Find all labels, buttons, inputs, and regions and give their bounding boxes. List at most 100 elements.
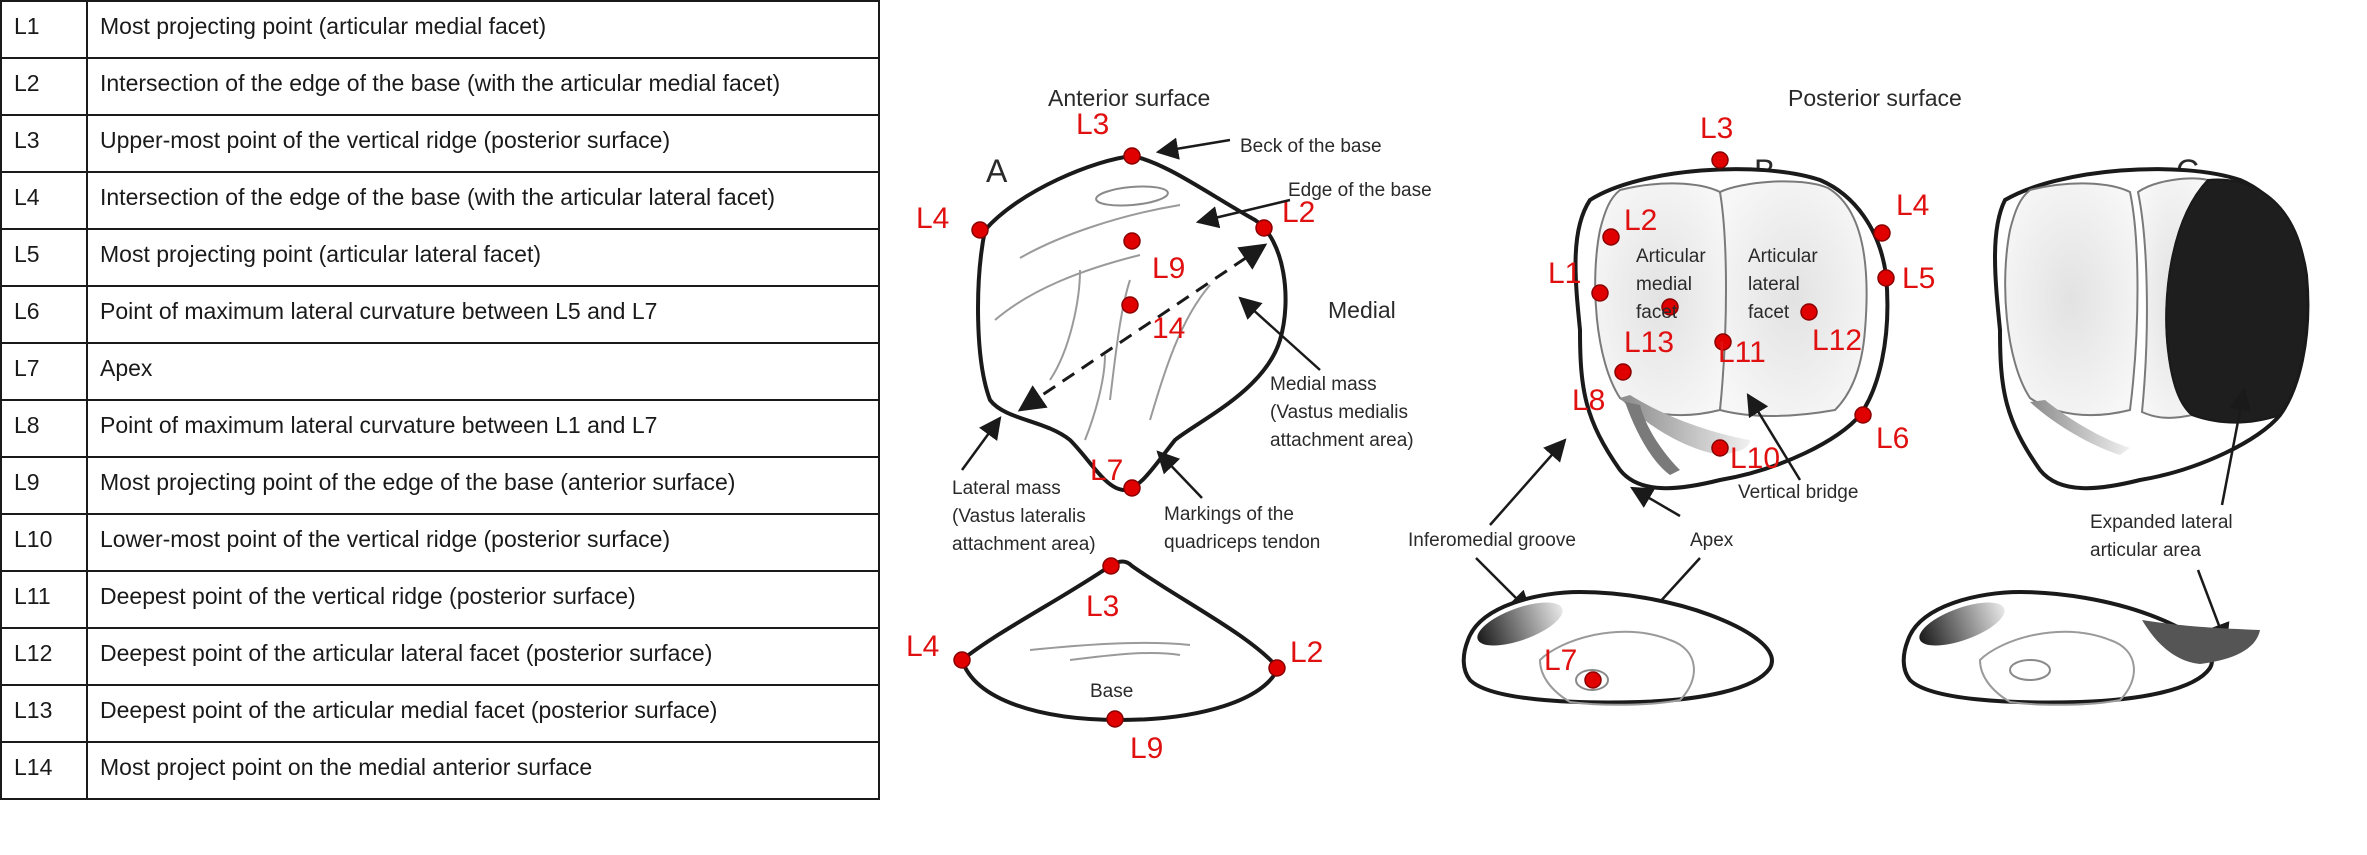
marker-a-l14-label: 14: [1152, 312, 1185, 345]
expanded-lateral-label: Expanded lateral articular area: [2090, 512, 2233, 561]
marker-b-l5: [1877, 269, 1895, 287]
svg-text:articular area: articular area: [2090, 540, 2201, 561]
svg-text:(Vastus medialis: (Vastus medialis: [1270, 402, 1408, 423]
landmark-row: L12 Deepest point of the articular latera…: [0, 627, 880, 686]
marker-b-l4-label: L4: [1896, 189, 1929, 222]
landmark-code: L1: [0, 0, 88, 59]
landmark-code: L8: [0, 399, 88, 458]
marker-a-l9: [1123, 232, 1141, 250]
panel-b-base-outline: [1461, 589, 1774, 706]
marker-b-l6-label: L6: [1876, 422, 1909, 455]
landmark-row: L3 Upper-most point of the vertical ridge…: [0, 114, 880, 173]
marker-b-l13: [1661, 298, 1679, 316]
marker-b-l12: [1800, 303, 1818, 321]
svg-text:attachment area): attachment area): [952, 534, 1096, 555]
marker-b-l10: [1711, 439, 1729, 457]
landmark-description: Point of maximum lateral curvature betwe…: [86, 285, 880, 344]
posterior-surface-title: Posterior surface: [1788, 85, 1962, 111]
panel-a-base-outline: [959, 559, 1281, 723]
anterior-surface-title: Anterior surface: [1048, 85, 1210, 111]
marker-a-base-l3: [1102, 557, 1120, 575]
landmark-description: Deepest point of the articular lateral f…: [86, 627, 880, 686]
marker-a-base-l4: [953, 651, 971, 669]
marker-b-l12-label: L12: [1812, 324, 1862, 357]
landmark-table: L1 Most projecting point (articular media…: [0, 0, 880, 800]
marker-a-base-l3-label: L3: [1086, 590, 1119, 623]
landmark-row: L13 Deepest point of the articular medial…: [0, 684, 880, 743]
marker-b-l2-label: L2: [1624, 204, 1657, 237]
marker-b-l5-label: L5: [1902, 262, 1935, 295]
edge-of-base-label: Edge of the base: [1288, 180, 1432, 201]
marker-b-base-l7: [1584, 671, 1602, 689]
marker-a-base-l9-label: L9: [1130, 732, 1163, 765]
marker-b-l13-label: L13: [1624, 326, 1674, 359]
landmark-code: L10: [0, 513, 88, 572]
articular-medial-facet-label: Articular medial facet: [1636, 246, 1706, 323]
svg-text:quadriceps tendon: quadriceps tendon: [1164, 532, 1320, 553]
landmark-description: Most projecting point (articular lateral…: [86, 228, 880, 287]
panel-a-anterior-outline: [976, 153, 1288, 493]
landmark-row: L11 Deepest point of the vertical ridge (…: [0, 570, 880, 629]
patella-diagram-svg: Anterior surface Posterior surface Media…: [906, 85, 2310, 765]
svg-text:facet: facet: [1636, 302, 1678, 323]
marker-b-l4: [1873, 224, 1891, 242]
marker-a-l14: [1121, 296, 1139, 314]
inferomedial-groove-label: Inferomedial groove: [1408, 530, 1576, 551]
marker-a-l7-label: L7: [1090, 454, 1123, 487]
svg-text:medial: medial: [1636, 274, 1692, 295]
marker-a-base-l4-label: L4: [906, 630, 939, 663]
landmark-row: L9 Most projecting point of the edge of t…: [0, 456, 880, 515]
landmark-description: Lower-most point of the vertical ridge (…: [86, 513, 880, 572]
landmark-description: Deepest point of the articular medial fa…: [86, 684, 880, 743]
landmark-row: L8 Point of maximum lateral curvature bet…: [0, 399, 880, 458]
marker-a-l9-label: L9: [1152, 252, 1185, 285]
articular-lateral-facet-label: Articular lateral facet: [1748, 246, 1818, 323]
marker-b-l8-label: L8: [1572, 384, 1605, 417]
marker-b-base-l7-label: L7: [1544, 644, 1577, 677]
marker-a-l4: [971, 221, 989, 239]
marker-a-base-l2: [1268, 659, 1286, 677]
landmark-code: L14: [0, 741, 88, 800]
landmark-row: L4 Intersection of the edge of the base (…: [0, 171, 880, 230]
panel-c-base-outline: [1901, 589, 2260, 706]
medial-label: Medial: [1328, 297, 1396, 323]
svg-text:Lateral mass: Lateral mass: [952, 478, 1061, 499]
landmark-description: Intersection of the edge of the base (wi…: [86, 57, 880, 116]
landmark-description: Upper-most point of the vertical ridge (…: [86, 114, 880, 173]
marker-a-l3-label: L3: [1076, 108, 1109, 141]
marker-b-l1-label: L1: [1548, 257, 1581, 290]
marker-b-l11: [1714, 333, 1732, 351]
landmark-code: L12: [0, 627, 88, 686]
landmark-row: L6 Point of maximum lateral curvature bet…: [0, 285, 880, 344]
svg-text:attachment area): attachment area): [1270, 430, 1414, 451]
marker-a-base-l9: [1106, 710, 1124, 728]
landmark-code: L11: [0, 570, 88, 629]
marker-a-l4-label: L4: [916, 202, 949, 235]
landmark-description: Intersection of the edge of the base (wi…: [86, 171, 880, 230]
landmark-description: Most projecting point (articular medial …: [86, 0, 880, 59]
marker-a-l3: [1123, 147, 1141, 165]
marker-b-l2: [1602, 228, 1620, 246]
marker-b-l8: [1614, 363, 1632, 381]
svg-text:lateral: lateral: [1748, 274, 1800, 295]
landmark-row: L2 Intersection of the edge of the base (…: [0, 57, 880, 116]
panel-b-posterior-outline: [1573, 167, 1890, 491]
svg-text:(Vastus lateralis: (Vastus lateralis: [952, 506, 1086, 527]
medial-mass-label: Medial mass (Vastus medialis attachment …: [1270, 374, 1414, 451]
landmark-row: L5 Most projecting point (articular later…: [0, 228, 880, 287]
landmark-code: L2: [0, 57, 88, 116]
marker-a-l2: [1255, 219, 1273, 237]
marker-a-l7: [1123, 479, 1141, 497]
marker-b-l3: [1711, 151, 1729, 169]
quadriceps-markings-label: Markings of the quadriceps tendon: [1164, 504, 1320, 553]
landmark-description: Deepest point of the vertical ridge (pos…: [86, 570, 880, 629]
base-label: Base: [1090, 681, 1133, 702]
landmark-row: L10 Lower-most point of the vertical ridg…: [0, 513, 880, 572]
landmark-description: Most projecting point of the edge of the…: [86, 456, 880, 515]
landmark-code: L3: [0, 114, 88, 173]
landmark-description: Apex: [86, 342, 880, 401]
svg-text:Medial mass: Medial mass: [1270, 374, 1377, 395]
marker-b-l11-label: L11: [1718, 336, 1766, 369]
panel-a-label: A: [986, 153, 1008, 189]
vertical-bridge-label: Vertical bridge: [1738, 482, 1858, 503]
